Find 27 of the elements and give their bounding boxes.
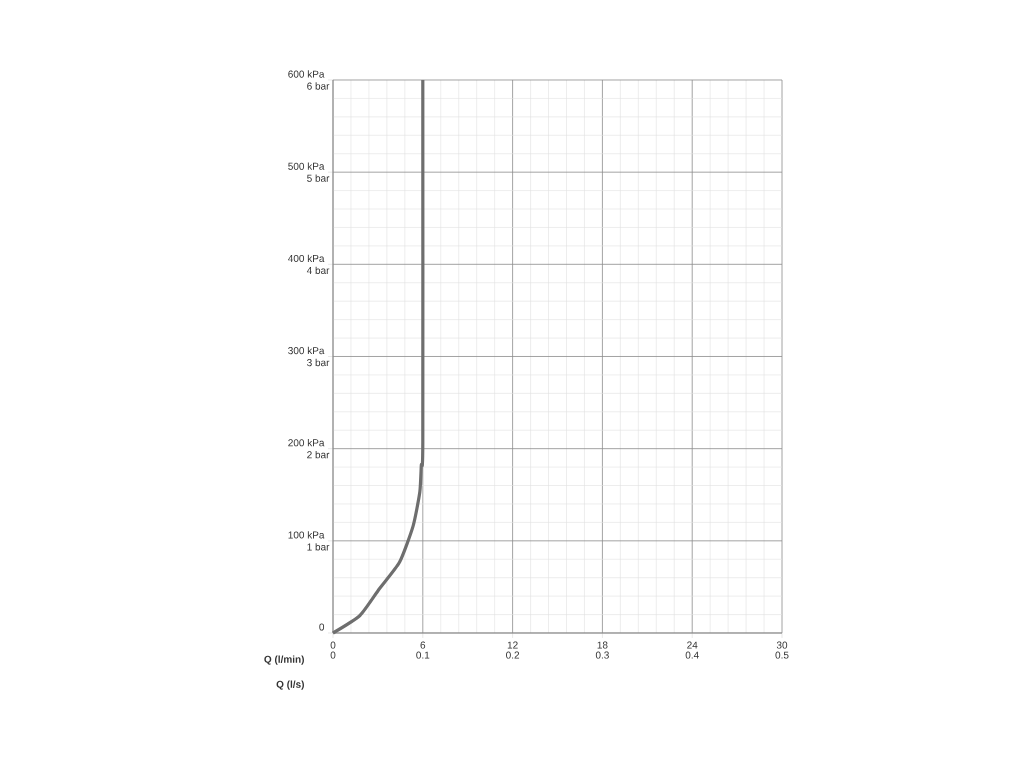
y2-tick-label: 6 bar — [307, 82, 330, 90]
x-tick-label: 30 — [776, 641, 788, 649]
y-tick-label: 600 kPa — [288, 70, 325, 78]
y2-tick-label: 2 bar — [307, 450, 330, 459]
y2-tick-label: 5 bar — [307, 174, 330, 182]
y-tick-label: 400 kPa — [288, 254, 325, 262]
y2-tick-label: 1 bar — [307, 543, 330, 551]
x-tick-label: 24 — [687, 641, 698, 649]
x-tick-label: 12 — [507, 641, 518, 649]
y-tick-label: 300 kPa — [288, 346, 325, 355]
x-axis-title: Q (l/min) — [264, 655, 304, 665]
y2-tick-label: 3 bar — [307, 358, 330, 367]
x2-tick-label: 0.4 — [685, 651, 699, 659]
x-tick-label: 18 — [597, 641, 608, 649]
y-tick-label: 0 — [319, 623, 325, 631]
x2-tick-label: 0 — [330, 651, 336, 659]
x2-tick-label: 0.5 — [775, 651, 789, 659]
y-tick-label: 200 kPa — [288, 438, 325, 447]
x-tick-label: 6 — [420, 641, 426, 649]
x2-tick-label: 0.2 — [506, 651, 520, 659]
y2-tick-label: 4 bar — [306, 266, 330, 274]
x2-tick-label: 0.1 — [416, 651, 430, 659]
x2-tick-label: 0.3 — [595, 651, 609, 659]
y-tick-label: 500 kPa — [288, 162, 325, 170]
x-tick-label: 0 — [330, 641, 336, 649]
x2-axis-title: Q (l/s) — [276, 680, 304, 690]
y-tick-label: 100 kPa — [288, 531, 325, 539]
